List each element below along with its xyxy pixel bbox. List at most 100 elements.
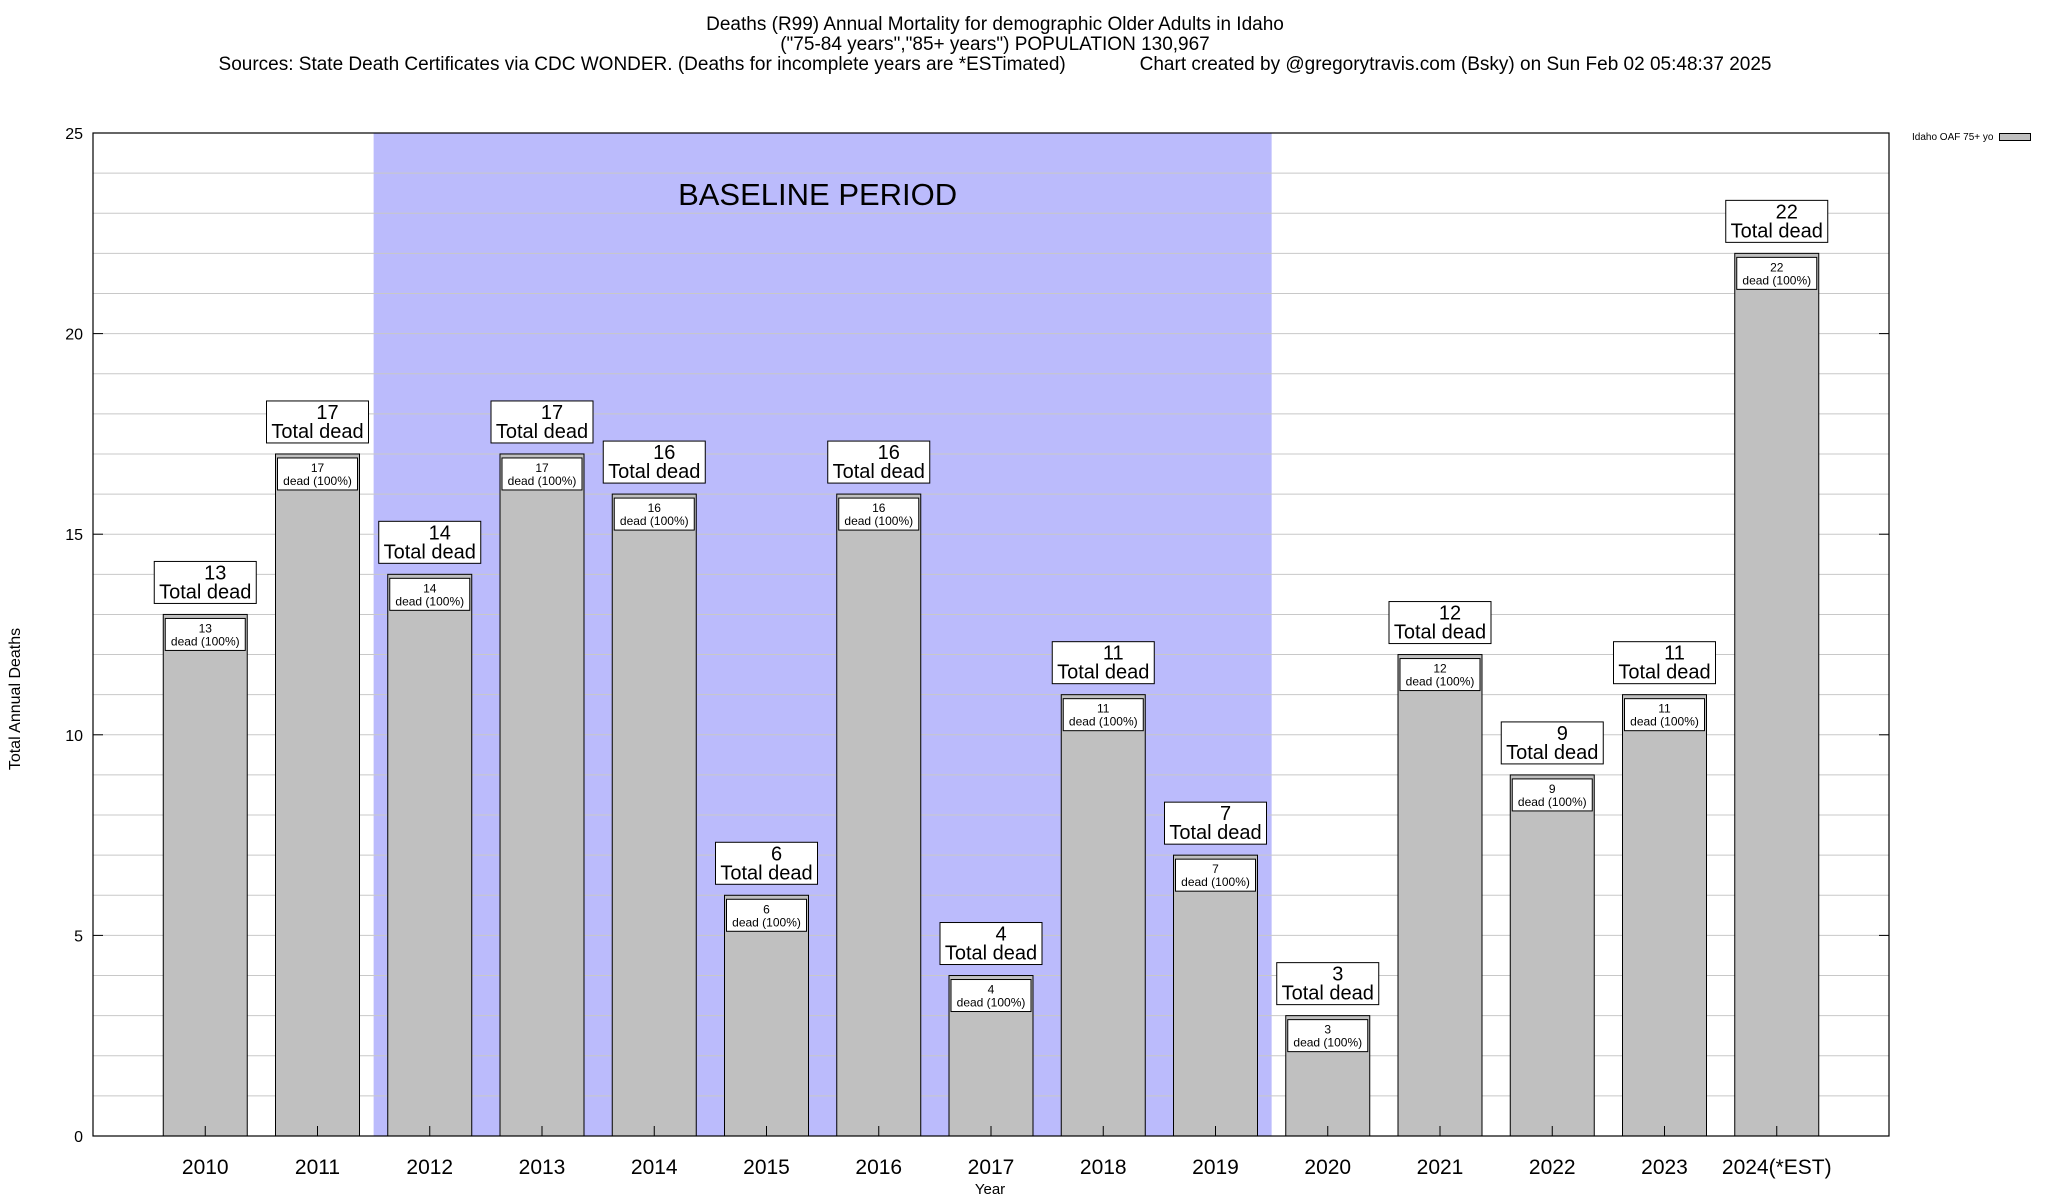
total-value-label: 11: [1103, 643, 1124, 665]
inner-value-label: 7: [1212, 862, 1219, 876]
inner-value-label: 3: [1324, 1023, 1331, 1037]
y-tick-label: 0: [74, 1129, 83, 1146]
inner-dead-label: dead (100%): [1181, 875, 1250, 889]
chart-title-line-1: Deaths (R99) Annual Mortality for demogr…: [706, 14, 1284, 35]
bar-2016: [836, 493, 922, 1137]
inner-label-box: [389, 577, 471, 611]
total-dead-label: Total dead: [1282, 983, 1374, 1005]
inner-label-box: [1175, 858, 1256, 892]
y-tick-label: 5: [74, 928, 83, 945]
total-value-label: 16: [878, 442, 900, 464]
total-label-box: [1051, 641, 1155, 685]
total-label-box: [1388, 601, 1492, 645]
total-label-box: [1276, 962, 1380, 1006]
y-tick-label: 25: [65, 126, 83, 143]
legend: Idaho OAF 75+ yo: [1912, 132, 2032, 143]
bar-2019: [1173, 854, 1258, 1137]
total-dead-label: Total dead: [1394, 622, 1486, 644]
total-label-box: [1500, 721, 1604, 765]
inner-label-box: [726, 898, 807, 932]
total-dead-label: Total dead: [945, 943, 1037, 965]
inner-value-label: 4: [988, 983, 995, 997]
x-tick-label: 2023: [1641, 1156, 1688, 1179]
total-dead-label: Total dead: [1057, 662, 1149, 684]
bar-2014: [611, 493, 697, 1137]
total-dead-label: Total dead: [833, 461, 925, 483]
x-tick-label: 2024(*EST): [1722, 1156, 1832, 1179]
total-value-label: 17: [316, 402, 338, 424]
chart-title-line-3: Sources: State Death Certificates via CD…: [218, 54, 1772, 75]
total-value-label: 12: [1439, 603, 1461, 625]
x-tick-label: 2010: [182, 1156, 229, 1179]
y-tick-label: 20: [65, 327, 83, 344]
x-tick-label: 2015: [743, 1156, 790, 1179]
bar-2018: [1060, 694, 1146, 1137]
total-value-label: 9: [1557, 723, 1568, 745]
inner-value-label: 16: [648, 501, 662, 515]
inner-dead-label: dead (100%): [1518, 795, 1587, 809]
total-dead-label: Total dead: [1731, 220, 1823, 242]
total-value-label: 16: [653, 442, 675, 464]
inner-label-box: [164, 617, 246, 651]
inner-label-box: [1399, 658, 1481, 692]
inner-dead-label: dead (100%): [508, 474, 577, 488]
total-label-box: [939, 922, 1043, 966]
inner-label-box: [1511, 778, 1593, 812]
x-tick-label: 2020: [1304, 1156, 1351, 1179]
baseline-period-label: BASELINE PERIOD: [678, 177, 957, 212]
total-value-label: 3: [1332, 964, 1343, 986]
x-tick-label: 2019: [1192, 1156, 1239, 1179]
inner-dead-label: dead (100%): [1069, 715, 1138, 729]
bar-2010: [162, 613, 248, 1137]
total-dead-label: Total dead: [496, 421, 588, 443]
inner-value-label: 11: [1658, 702, 1671, 716]
x-tick-label: 2011: [295, 1156, 340, 1179]
inner-dead-label: dead (100%): [732, 915, 801, 929]
x-axis-label: Year: [974, 1181, 1006, 1198]
x-tick-label: 2016: [855, 1156, 902, 1179]
total-label-box: [1613, 641, 1716, 685]
inner-dead-label: dead (100%): [844, 514, 913, 528]
x-tick-label: 2012: [406, 1156, 453, 1179]
inner-dead-label: dead (100%): [283, 474, 352, 488]
inner-value-label: 22: [1770, 260, 1784, 274]
legend-label: Idaho OAF 75+ yo: [1912, 132, 1994, 143]
plot-frame: [92, 132, 1890, 1137]
x-tick-label: 2017: [968, 1156, 1015, 1179]
total-value-label: 13: [204, 562, 226, 584]
y-tick-label: 15: [65, 527, 83, 544]
total-label-box: [490, 400, 594, 444]
total-dead-label: Total dead: [608, 461, 700, 483]
total-value-label: 22: [1776, 201, 1798, 223]
total-value-label: 14: [429, 522, 451, 544]
inner-label-box: [838, 497, 920, 531]
x-tick-label: 2022: [1529, 1156, 1576, 1179]
bar-2023: [1622, 694, 1707, 1137]
inner-label-box: [501, 457, 583, 491]
x-tick-label: 2013: [519, 1156, 566, 1179]
total-dead-label: Total dead: [1169, 822, 1261, 844]
inner-label-box: [613, 497, 695, 531]
total-label-box: [827, 440, 931, 484]
inner-label-box: [1287, 1019, 1369, 1053]
inner-value-label: 16: [872, 501, 886, 515]
inner-value-label: 6: [763, 902, 770, 916]
total-dead-label: Total dead: [384, 541, 476, 563]
legend-swatch: [1999, 133, 2032, 142]
bar-2015: [724, 894, 809, 1137]
total-dead-label: Total dead: [271, 421, 363, 443]
inner-label-box: [1624, 698, 1705, 732]
inner-label-box: [1062, 698, 1144, 732]
inner-dead-label: dead (100%): [620, 514, 689, 528]
total-dead-label: Total dead: [1618, 662, 1710, 684]
inner-value-label: 12: [1433, 662, 1447, 676]
bar-2012: [387, 573, 473, 1137]
total-dead-label: Total dead: [720, 862, 812, 884]
x-tick-label: 2014: [631, 1156, 678, 1179]
total-dead-label: Total dead: [1506, 742, 1598, 764]
inner-value-label: 17: [311, 461, 325, 475]
inner-dead-label: dead (100%): [957, 996, 1026, 1010]
bar-2021: [1397, 654, 1483, 1137]
inner-dead-label: dead (100%): [395, 594, 464, 608]
